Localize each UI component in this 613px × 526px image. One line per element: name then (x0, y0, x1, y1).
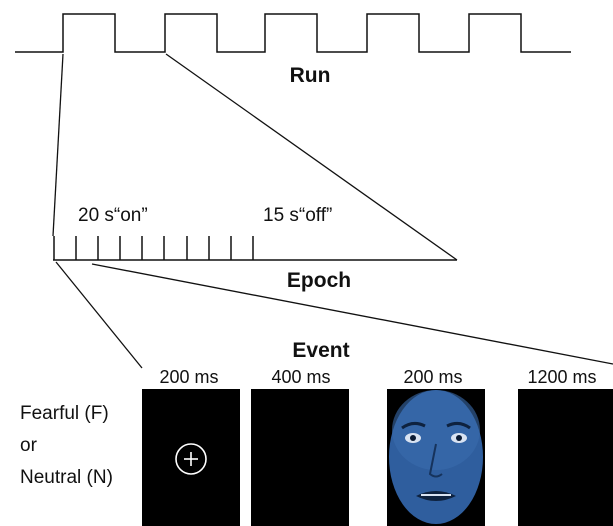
blank-screen-2 (518, 389, 613, 526)
duration-label-4: 1200 ms (527, 367, 596, 387)
epoch-event-ticks (53, 236, 254, 260)
condition-label-line-2: or (20, 435, 38, 456)
run-zoom-line-right (165, 53, 458, 261)
event-label: Event (292, 339, 349, 362)
duration-label-2: 400 ms (271, 367, 330, 387)
blank-screen-1 (251, 389, 349, 526)
duration-label-3: 200 ms (403, 367, 462, 387)
run-block-waveform (15, 13, 571, 53)
run-zoom-line-left (52, 53, 64, 237)
condition-label-line-1: Fearful (F) (20, 403, 109, 424)
fixation-cross-icon (184, 452, 198, 466)
run-label: Run (290, 64, 331, 87)
epoch-zoom-line-right (91, 263, 613, 365)
epoch-zoom-line-left (55, 261, 143, 369)
face-stimulus-image (389, 390, 483, 524)
fixation-circle-icon (175, 443, 207, 475)
epoch-on-label: 20 s“on” (78, 205, 148, 226)
epoch-off-label: 15 s“off” (263, 205, 332, 226)
condition-label-line-3: Neutral (N) (20, 467, 113, 488)
duration-label-1: 200 ms (159, 367, 218, 387)
epoch-label: Epoch (287, 269, 351, 292)
